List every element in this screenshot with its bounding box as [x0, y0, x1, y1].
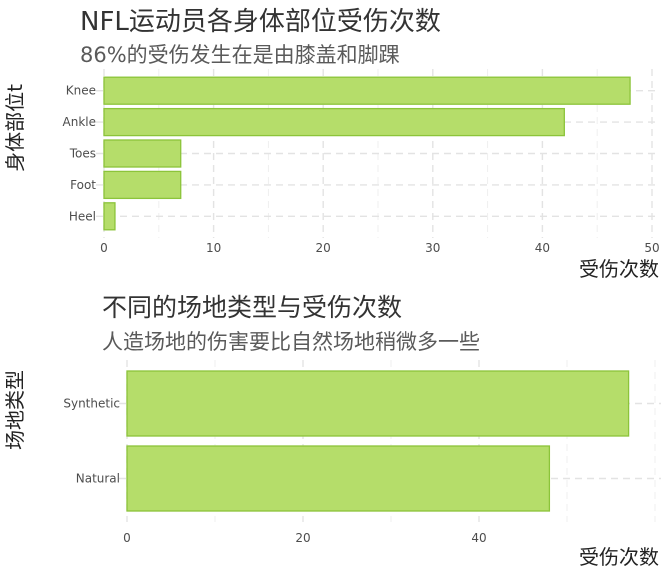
y-tick-label-knee: Knee: [66, 84, 96, 98]
x-tick-label: 40: [535, 241, 550, 255]
bar-natural: [126, 445, 551, 512]
chart-title-surface: 不同的场地类型与受伤次数: [102, 293, 402, 322]
bar-toes: [103, 139, 182, 168]
y-axis-title-body-part: 身体部位t: [3, 84, 27, 172]
chart-subtitle-surface: 人造场地的伤害要比自然场地稍微多一些: [102, 330, 480, 354]
y-tick-label-natural: Natural: [76, 472, 120, 486]
y-tick-label-ankle: Ankle: [63, 115, 96, 129]
bar-synthetic: [126, 370, 630, 437]
x-tick-label: 20: [316, 241, 331, 255]
x-tick-label: 20: [295, 531, 310, 545]
x-tick-label: 0: [100, 241, 108, 255]
y-tick-label-foot: Foot: [70, 178, 96, 192]
x-tick-label: 30: [425, 241, 440, 255]
chart-subtitle-body-part: 86%的受伤发生在是由膝盖和脚踝: [80, 43, 400, 67]
chart-body-injuries-by-surface: 0 20 40 Synthetic Natural: [63, 360, 661, 545]
x-tick-label: 0: [123, 531, 131, 545]
chart-title-body-part: NFL运动员各身体部位受伤次数: [80, 7, 441, 37]
bar-knee: [103, 76, 631, 105]
y-axis-title-surface: 场地类型: [3, 370, 27, 450]
x-tick-label: 40: [471, 531, 486, 545]
bar-foot: [103, 170, 182, 200]
y-tick-label-synthetic: Synthetic: [63, 397, 120, 411]
x-axis-title-surface: 受伤次数: [579, 545, 659, 569]
x-axis-title-body-part: 受伤次数: [579, 257, 659, 281]
y-tick-label-heel: Heel: [69, 209, 96, 223]
chart-body-injuries-by-body-part: 0 10 20 30 40 50 Knee Ankle Toes Foot Heel: [63, 69, 660, 255]
bar-ankle: [103, 107, 565, 137]
x-tick-label: 10: [206, 241, 221, 255]
x-tick-label: 50: [644, 241, 659, 255]
y-tick-label-toes: Toes: [69, 147, 96, 161]
bar-heel: [103, 202, 116, 231]
